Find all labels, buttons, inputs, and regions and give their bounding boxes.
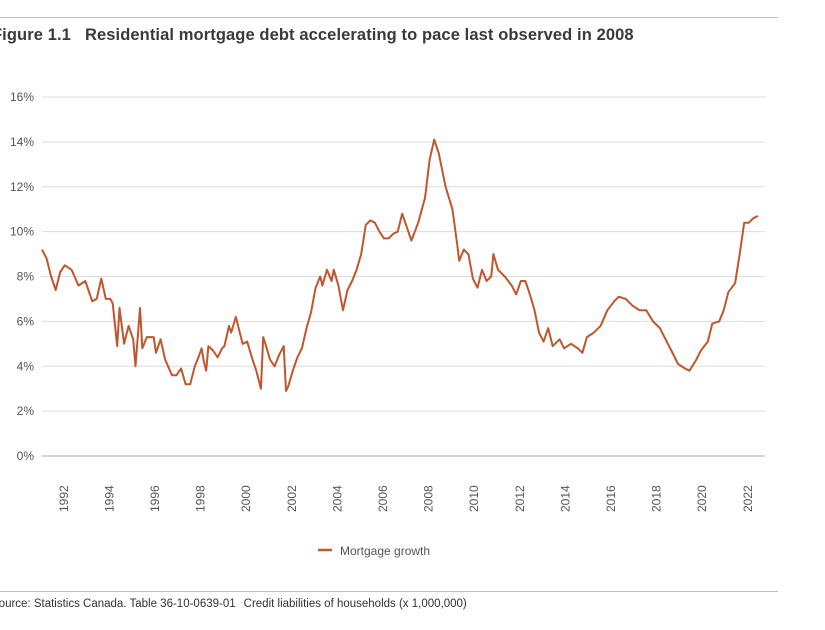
x-tick-label: 2018 (650, 485, 664, 512)
y-tick-label: 8% (17, 270, 35, 284)
gridlines (42, 96, 765, 457)
figure-number: Figure 1.1 (0, 26, 71, 44)
x-tick-label: 2008 (422, 485, 436, 512)
y-tick-label: 6% (17, 314, 35, 328)
x-tick-label: 2000 (239, 485, 253, 512)
x-tick-label: 2012 (513, 485, 527, 512)
y-tick-label: 14% (10, 135, 34, 149)
x-tick-label: 2010 (467, 485, 481, 512)
y-tick-label: 4% (17, 359, 35, 373)
source-note: Source: Statistics Canada. Table 36-10-0… (0, 598, 467, 610)
y-tick-label: 10% (10, 225, 34, 239)
x-tick-label: 2014 (558, 485, 572, 512)
figure-title-text: Residential mortgage debt accelerating t… (84, 26, 634, 44)
y-tick-label: 2% (17, 404, 35, 418)
bottom-rule (0, 591, 778, 592)
x-axis-ticks: 1992 1994 1996 1998 2000 2002 2004 2006 2008 2010… (57, 485, 755, 512)
x-tick-label: 2004 (330, 485, 344, 512)
legend: Mortgage growth (318, 544, 430, 558)
y-tick-label: 16% (10, 90, 34, 104)
source-table: Source: Statistics Canada. Table 36-10-0… (0, 598, 236, 610)
x-tick-label: 1992 (57, 485, 71, 512)
legend-label: Mortgage growth (340, 544, 430, 558)
x-tick-label: 2006 (376, 485, 390, 512)
source-description: Credit liabilities of households (x 1,00… (243, 598, 467, 610)
top-rule (0, 17, 778, 18)
x-tick-label: 2020 (695, 485, 709, 512)
figure-title: Figure 1.1 Residential mortgage debt acce… (0, 26, 634, 45)
x-tick-label: 2022 (741, 485, 755, 512)
y-tick-label: 0% (17, 449, 35, 463)
x-tick-label: 1994 (102, 485, 116, 512)
x-tick-label: 2016 (604, 485, 618, 512)
y-axis-ticks: 0% 2% 4% 6% 8% 10% 12% 14% 16% (10, 90, 34, 463)
x-tick-label: 2002 (285, 485, 299, 512)
series-line-mortgage-growth (41, 138, 759, 392)
x-tick-label: 1998 (194, 485, 208, 512)
x-tick-label: 1996 (148, 485, 162, 512)
y-tick-label: 12% (10, 180, 34, 194)
